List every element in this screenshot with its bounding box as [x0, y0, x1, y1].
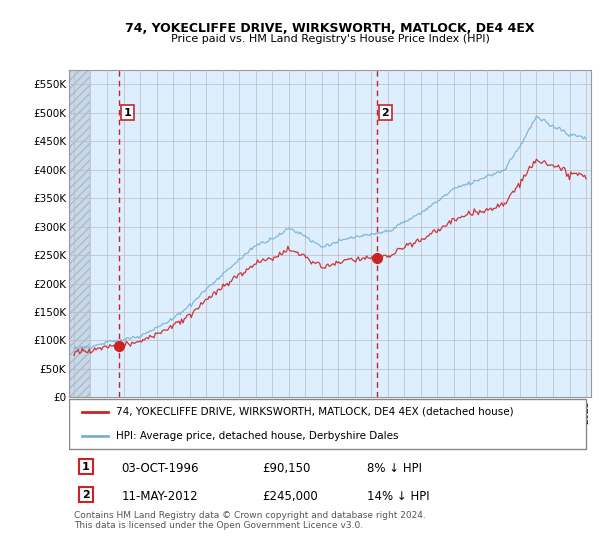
Text: 1: 1	[124, 108, 131, 118]
Text: Contains HM Land Registry data © Crown copyright and database right 2024.
This d: Contains HM Land Registry data © Crown c…	[74, 511, 426, 530]
Text: 14% ↓ HPI: 14% ↓ HPI	[367, 489, 429, 503]
Text: 74, YOKECLIFFE DRIVE, WIRKSWORTH, MATLOCK, DE4 4EX: 74, YOKECLIFFE DRIVE, WIRKSWORTH, MATLOC…	[125, 22, 535, 35]
Text: 1: 1	[82, 461, 90, 472]
Text: 2: 2	[382, 108, 389, 118]
Text: 74, YOKECLIFFE DRIVE, WIRKSWORTH, MATLOCK, DE4 4EX (detached house): 74, YOKECLIFFE DRIVE, WIRKSWORTH, MATLOC…	[116, 407, 514, 417]
Text: HPI: Average price, detached house, Derbyshire Dales: HPI: Average price, detached house, Derb…	[116, 431, 398, 441]
Text: 2: 2	[82, 489, 90, 500]
Text: Price paid vs. HM Land Registry's House Price Index (HPI): Price paid vs. HM Land Registry's House …	[170, 34, 490, 44]
Bar	[69, 70, 91, 398]
FancyBboxPatch shape	[69, 399, 586, 449]
Text: £90,150: £90,150	[262, 461, 311, 475]
Text: 11-MAY-2012: 11-MAY-2012	[121, 489, 198, 503]
Text: 8% ↓ HPI: 8% ↓ HPI	[367, 461, 422, 475]
Text: £245,000: £245,000	[262, 489, 318, 503]
Text: 03-OCT-1996: 03-OCT-1996	[121, 461, 199, 475]
